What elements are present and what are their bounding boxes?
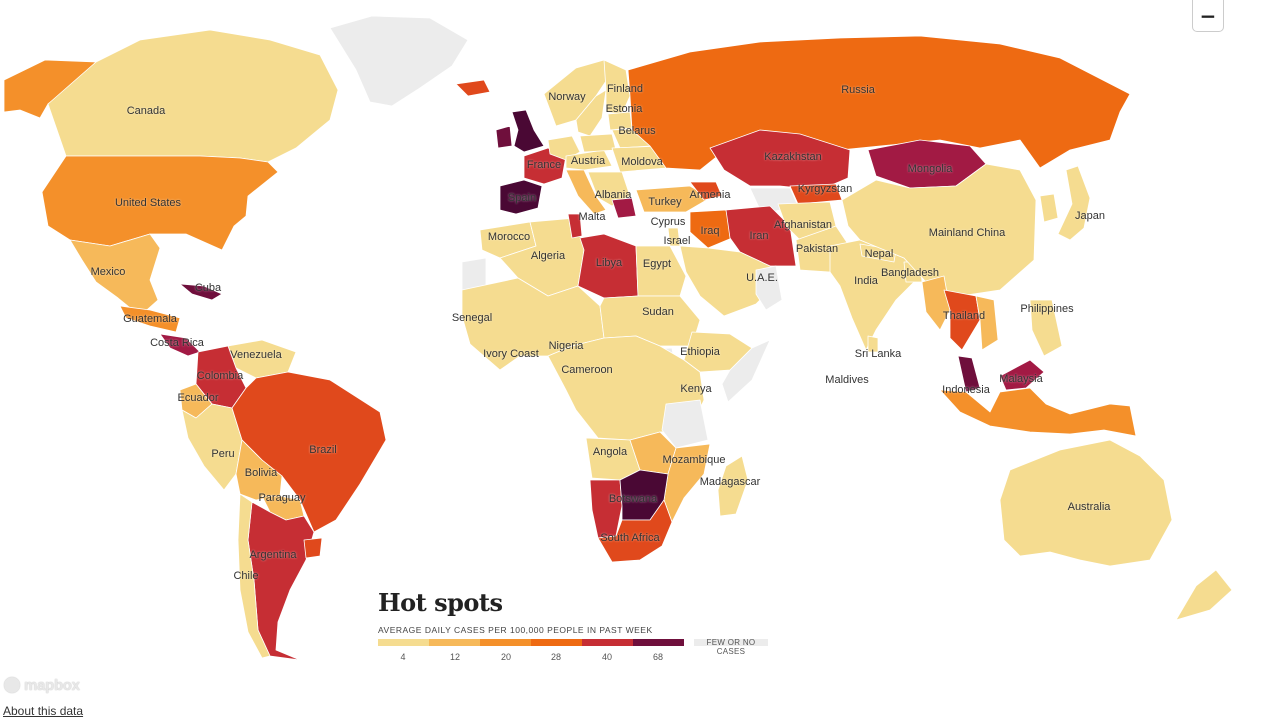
peru[interactable] [181, 403, 243, 491]
legend-swatch-2 [429, 639, 480, 646]
legend-swatch-none [694, 639, 768, 646]
vietnam[interactable] [975, 295, 999, 351]
mainland-china[interactable] [841, 163, 1037, 297]
legend-few-line-1: FEW OR NO [706, 638, 756, 647]
legend-swatch-6 [633, 639, 684, 646]
iran[interactable] [725, 205, 797, 267]
korea[interactable] [1039, 193, 1059, 223]
borneo-malaysia[interactable] [999, 359, 1045, 391]
chile[interactable] [237, 493, 271, 659]
sweden[interactable] [575, 89, 607, 137]
legend-tick-40: 40 [601, 652, 613, 662]
tunisia[interactable] [567, 213, 583, 239]
turkey[interactable] [635, 185, 711, 213]
mapbox-logo[interactable]: mapbox [4, 675, 80, 695]
estonia[interactable] [607, 111, 633, 131]
syria-iraq[interactable] [689, 209, 733, 249]
legend: Hot spots AVERAGE DAILY CASES PER 100,00… [378, 588, 778, 662]
legend-subtitle: AVERAGE DAILY CASES PER 100,000 PEOPLE I… [378, 625, 653, 635]
legend-few-cases: FEW OR NO CASES [694, 638, 768, 656]
israel[interactable] [667, 227, 681, 247]
legend-swatch-3 [480, 639, 531, 646]
ireland[interactable] [495, 125, 513, 149]
about-this-data-link[interactable]: About this data [3, 704, 84, 718]
libya[interactable] [577, 233, 639, 299]
costa-rica[interactable] [159, 333, 201, 357]
legend-scale: 4 12 20 28 40 68 [378, 639, 778, 662]
zoom-out-button[interactable]: − [1192, 0, 1224, 32]
sri-lanka[interactable] [867, 335, 879, 353]
france[interactable] [523, 147, 567, 185]
caucasus[interactable] [689, 181, 723, 201]
egypt[interactable] [635, 245, 687, 297]
guatemala[interactable] [119, 305, 181, 333]
uruguay[interactable] [303, 537, 323, 559]
legend-tick-20: 20 [500, 652, 512, 662]
tanzania-grey[interactable] [661, 399, 709, 449]
thailand[interactable] [943, 289, 981, 351]
norway[interactable] [543, 59, 613, 127]
bolivia[interactable] [235, 439, 283, 501]
philippines[interactable] [1029, 299, 1063, 357]
mapbox-wordmark: mapbox [24, 676, 80, 694]
finland[interactable] [603, 59, 631, 115]
south-africa[interactable] [597, 499, 673, 563]
legend-swatch-5 [582, 639, 633, 646]
united-kingdom[interactable] [511, 109, 545, 153]
western-sahara[interactable] [461, 257, 487, 291]
legend-tick-12: 12 [449, 652, 461, 662]
mexico[interactable] [69, 233, 161, 317]
malaysia[interactable] [957, 355, 981, 393]
namibia[interactable] [589, 479, 623, 539]
legend-title: Hot spots [378, 588, 503, 617]
legend-tick-28: 28 [550, 652, 562, 662]
italy[interactable] [565, 169, 607, 215]
myanmar[interactable] [921, 275, 951, 331]
iceland[interactable] [455, 79, 491, 97]
legend-tick-68: 68 [652, 652, 664, 662]
legend-swatch-1 [378, 639, 429, 646]
madagascar[interactable] [717, 455, 749, 517]
mapbox-icon [4, 677, 20, 693]
greenland[interactable] [329, 15, 469, 107]
greece[interactable] [611, 197, 637, 219]
united-states[interactable] [41, 155, 279, 251]
uae[interactable] [755, 265, 783, 311]
legend-few-line-2: CASES [716, 647, 746, 656]
legend-swatch-4 [531, 639, 582, 646]
indonesia[interactable] [939, 387, 1137, 437]
poland[interactable] [579, 133, 617, 153]
new-zealand[interactable] [1175, 569, 1233, 621]
japan[interactable] [1057, 165, 1091, 241]
legend-tick-4: 4 [400, 652, 406, 662]
kyrgyzstan[interactable] [789, 183, 843, 205]
australia[interactable] [999, 439, 1173, 567]
spain[interactable] [499, 179, 543, 215]
canada[interactable] [47, 29, 339, 163]
cuba[interactable] [179, 283, 223, 301]
somalia[interactable] [721, 339, 771, 403]
